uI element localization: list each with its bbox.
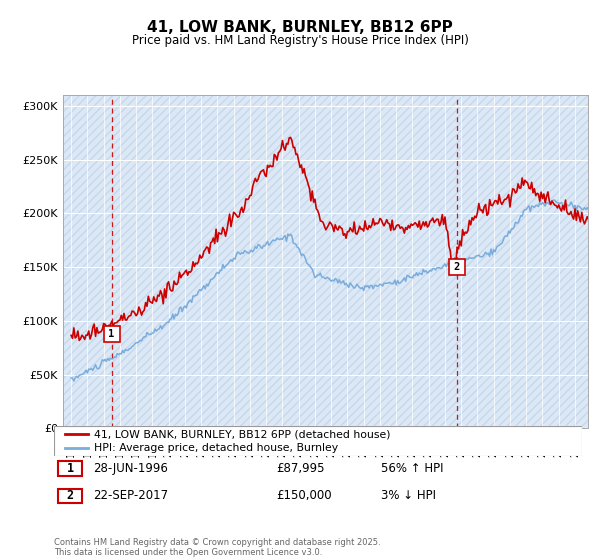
- Bar: [63, 95, 588, 428]
- Text: 2: 2: [454, 262, 460, 272]
- Text: 1: 1: [109, 329, 115, 339]
- Text: Contains HM Land Registry data © Crown copyright and database right 2025.
This d: Contains HM Land Registry data © Crown c…: [54, 538, 380, 557]
- Text: 22-SEP-2017: 22-SEP-2017: [94, 489, 169, 502]
- Text: 3% ↓ HPI: 3% ↓ HPI: [382, 489, 436, 502]
- Text: 56% ↑ HPI: 56% ↑ HPI: [382, 462, 444, 475]
- Text: 2: 2: [67, 489, 74, 502]
- Text: Price paid vs. HM Land Registry's House Price Index (HPI): Price paid vs. HM Land Registry's House …: [131, 34, 469, 46]
- Text: 28-JUN-1996: 28-JUN-1996: [94, 462, 169, 475]
- Text: 41, LOW BANK, BURNLEY, BB12 6PP (detached house): 41, LOW BANK, BURNLEY, BB12 6PP (detache…: [94, 429, 390, 439]
- Text: £150,000: £150,000: [276, 489, 331, 502]
- Text: £87,995: £87,995: [276, 462, 324, 475]
- Bar: [58, 461, 82, 476]
- Text: HPI: Average price, detached house, Burnley: HPI: Average price, detached house, Burn…: [94, 443, 338, 453]
- Text: 41, LOW BANK, BURNLEY, BB12 6PP: 41, LOW BANK, BURNLEY, BB12 6PP: [147, 20, 453, 35]
- Bar: [58, 488, 82, 503]
- Text: 1: 1: [67, 462, 74, 475]
